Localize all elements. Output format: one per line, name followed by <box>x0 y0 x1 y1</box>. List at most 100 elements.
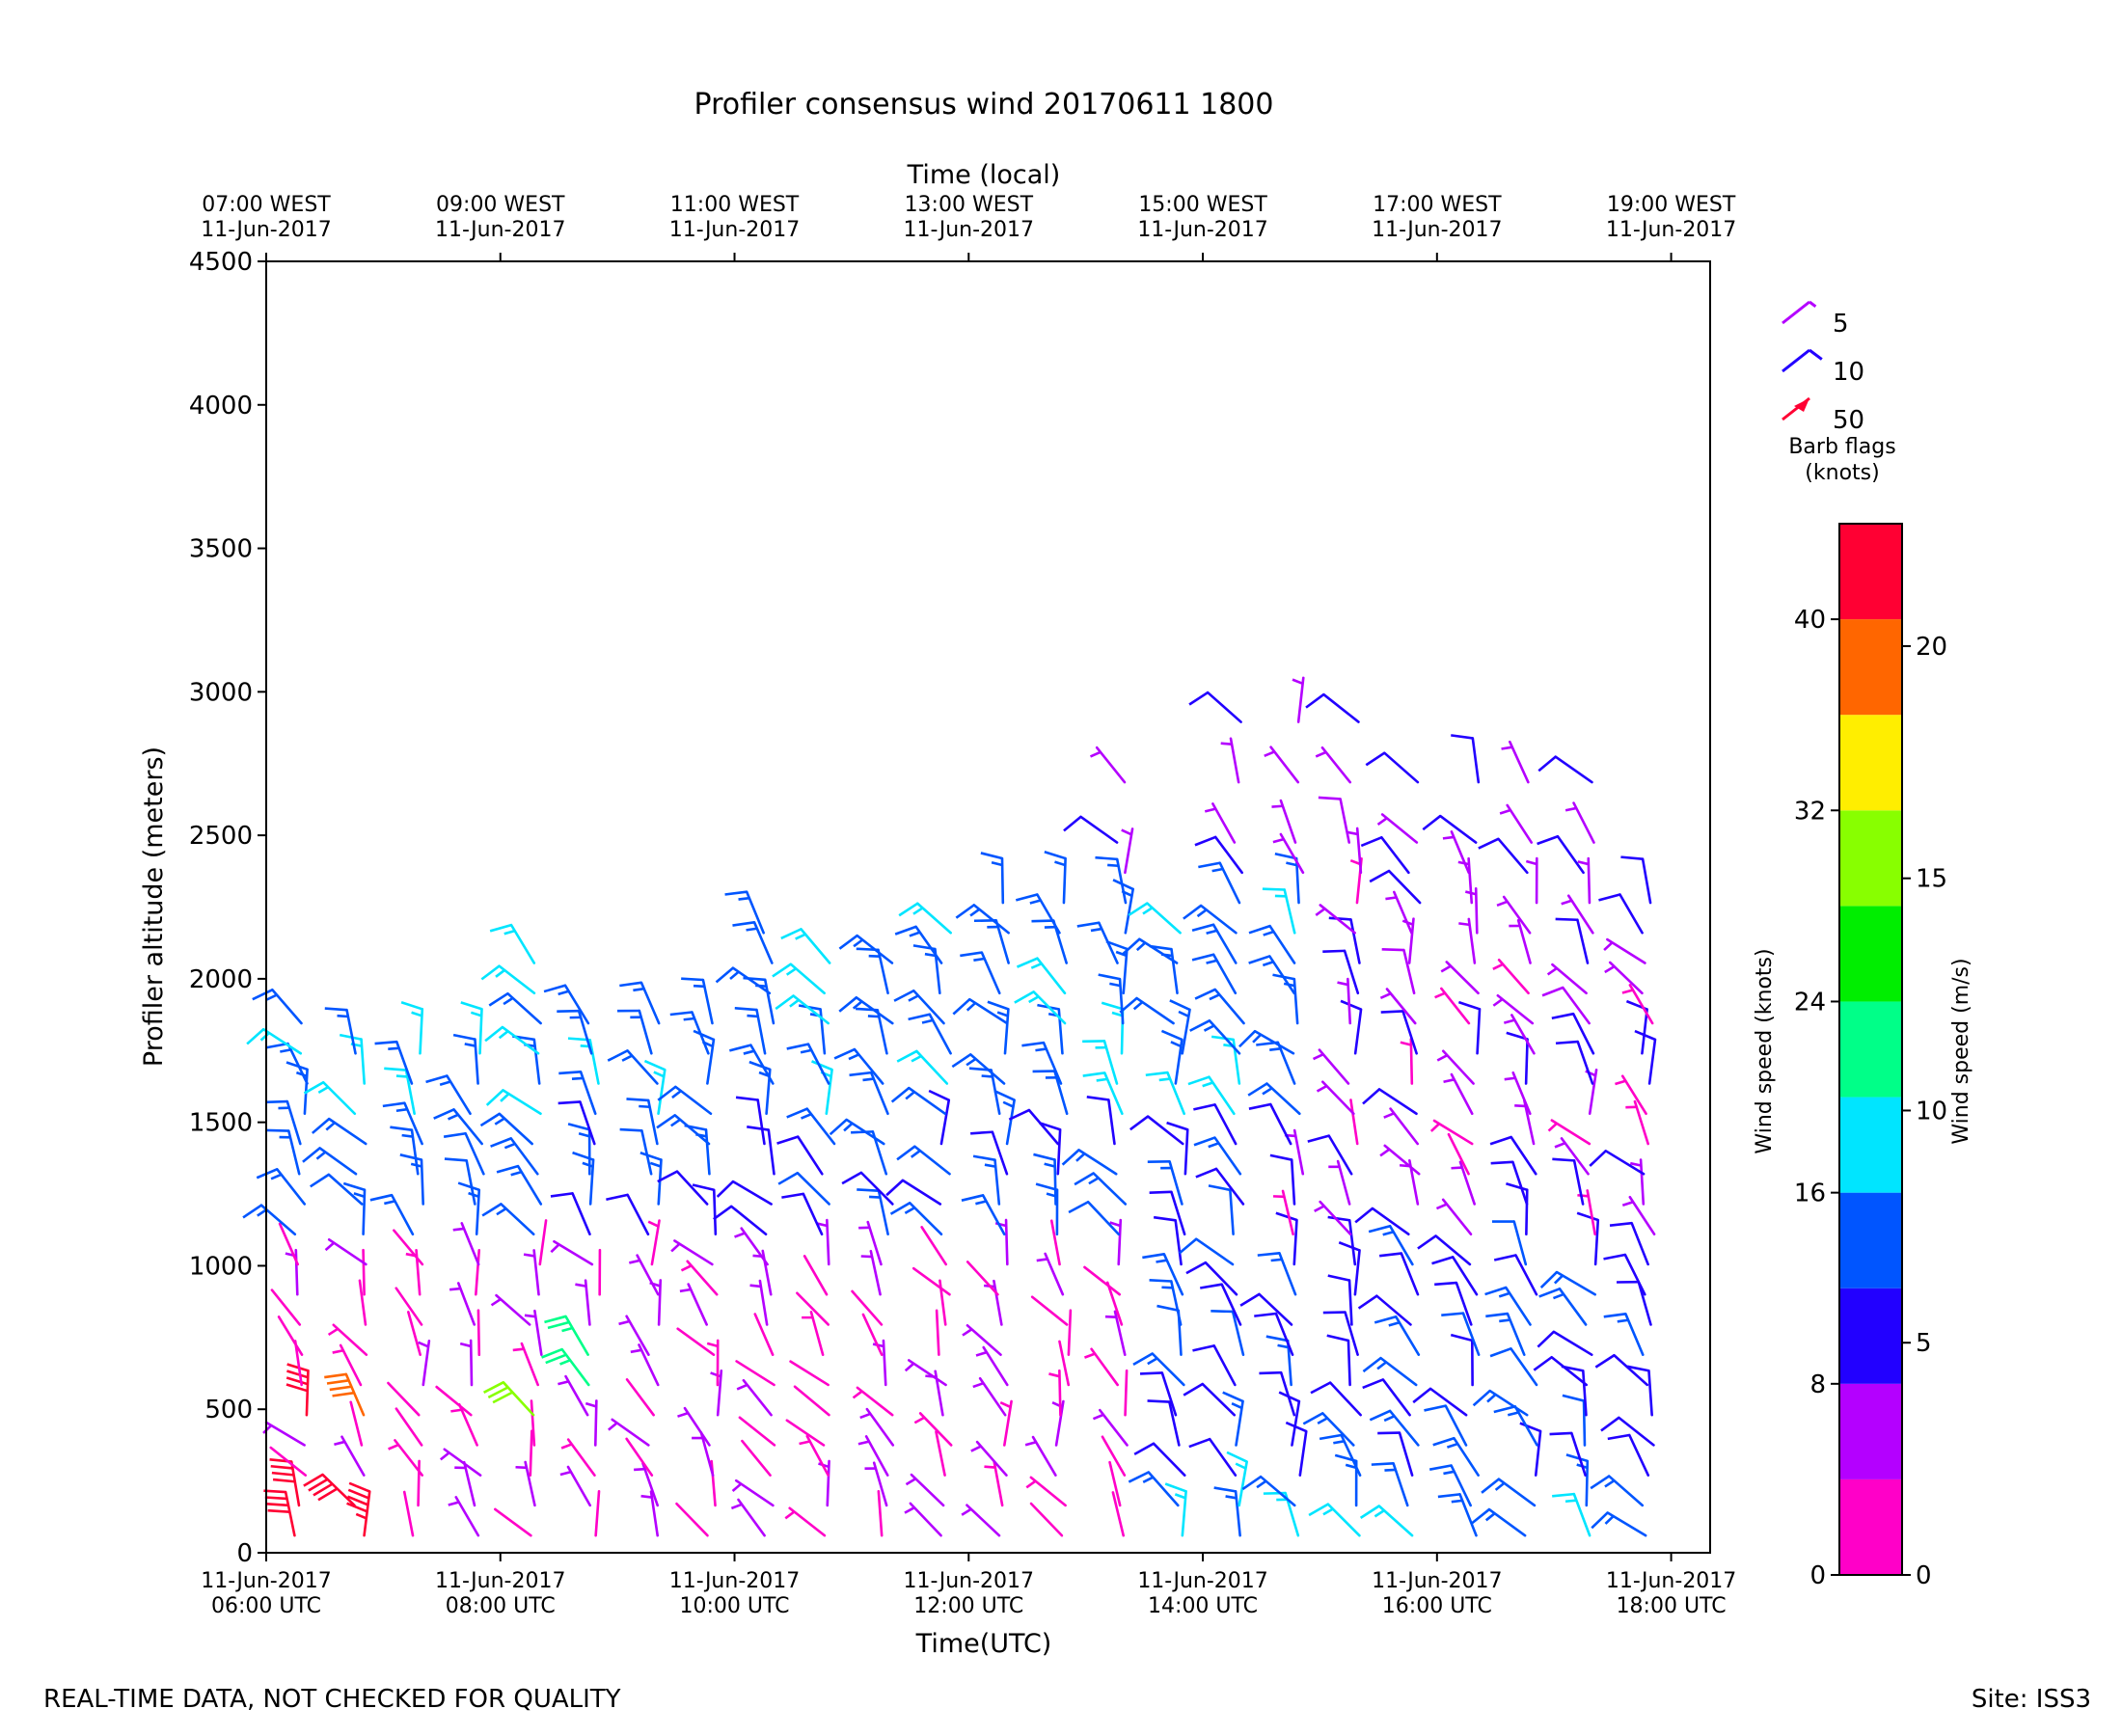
wind-barb-tick <box>1620 855 1644 861</box>
wind-barb-half-tick <box>1494 1481 1506 1491</box>
wind-barb-tick <box>681 977 704 982</box>
wind-barb-half-tick <box>1383 1415 1396 1423</box>
wind-barb <box>1513 1405 1538 1447</box>
wind-barb-half-tick <box>1577 1193 1589 1198</box>
wind-barb <box>928 1013 952 1055</box>
wind-barb-tick <box>332 1391 355 1397</box>
wind-barb <box>571 1192 591 1236</box>
wind-barb <box>1353 1249 1361 1296</box>
wind-barb <box>1258 1292 1293 1326</box>
wind-barb <box>712 1188 718 1236</box>
wind-barb-tick <box>1194 988 1216 1000</box>
wind-barb <box>939 1099 951 1146</box>
wind-barb-half-tick <box>710 1371 721 1378</box>
wind-barb <box>321 1473 356 1507</box>
wind-barb <box>1213 988 1245 1025</box>
wind-barb <box>500 1203 535 1236</box>
wind-barb-tick <box>1307 1134 1330 1143</box>
wind-barb-half-tick <box>1235 1462 1247 1470</box>
wind-barb-half-tick <box>558 990 569 996</box>
wind-barb <box>1004 1218 1009 1266</box>
wind-barb <box>793 1385 830 1417</box>
wind-barb-half-tick <box>801 1113 812 1120</box>
wind-barb <box>1388 1409 1420 1447</box>
wind-barb <box>1380 813 1419 844</box>
wind-barb <box>735 1360 775 1387</box>
wind-barb-half-tick <box>1345 1463 1357 1470</box>
wind-barb-half-tick <box>1484 1512 1496 1522</box>
wind-barb-tick <box>735 1096 758 1101</box>
wind-barb <box>641 1462 660 1507</box>
y-tick-label: 4500 <box>189 248 253 277</box>
wind-barb <box>1380 836 1410 875</box>
wind-barb-half-tick <box>464 1043 476 1047</box>
wind-barb <box>1441 1049 1475 1085</box>
wind-barb-half-tick <box>970 1445 982 1452</box>
wind-barb-half-tick <box>904 1362 915 1372</box>
wind-barb-half-tick <box>799 1440 810 1446</box>
wind-barb-tick <box>775 994 795 1011</box>
wind-barb-tick <box>348 1481 370 1493</box>
wind-barb-tick <box>1076 921 1100 928</box>
wind-barb <box>529 1429 533 1477</box>
wind-barb <box>1347 977 1352 1025</box>
wind-barb-tick <box>263 1489 286 1494</box>
wind-barb <box>1434 1234 1472 1266</box>
wind-barb <box>1296 676 1305 723</box>
wind-barb-tick <box>1129 1115 1149 1131</box>
wind-barb-half-tick <box>1486 1393 1497 1403</box>
x-tick-label-time: 10:00 UTC <box>680 1594 790 1618</box>
wind-barb-half-tick <box>962 1328 973 1337</box>
wind-barb <box>1056 1127 1062 1176</box>
wind-barb <box>706 1038 716 1085</box>
wind-barb <box>1238 1460 1248 1507</box>
wind-barb <box>1375 1294 1412 1326</box>
wind-barb <box>394 1407 423 1447</box>
wind-barb <box>564 1374 589 1417</box>
wind-barb <box>1349 1099 1359 1146</box>
wind-barb <box>1117 1218 1123 1266</box>
wind-barb <box>734 1478 775 1507</box>
wind-barb <box>584 1279 591 1326</box>
wind-barb <box>1353 1008 1363 1055</box>
site-label: Site: ISS3 <box>1972 1685 2091 1714</box>
wind-barb <box>349 1400 364 1447</box>
wind-barb-half-tick <box>1256 1479 1267 1489</box>
wind-barb <box>1151 1352 1185 1387</box>
wind-barb <box>1647 1369 1653 1417</box>
wind-barb-half-tick <box>1492 963 1504 970</box>
wind-barb-tick <box>1381 947 1404 952</box>
wind-barb <box>796 1135 824 1176</box>
wind-barb <box>752 921 774 964</box>
wind-barb <box>1637 1280 1652 1326</box>
wind-barb-half-tick <box>448 1113 459 1121</box>
wind-barb-half-tick <box>653 1071 665 1078</box>
wind-barb-tick <box>544 1315 566 1324</box>
wind-barb-half-tick <box>1317 1417 1328 1425</box>
wind-barb-tick <box>1122 937 1141 955</box>
wind-barb <box>1032 990 1067 1025</box>
wind-barb-half-tick <box>315 1151 327 1160</box>
wind-barb <box>1152 1442 1186 1477</box>
legend-barb-flag <box>1794 398 1809 412</box>
wind-barb-tick <box>1552 1492 1574 1498</box>
wind-barb-half-tick <box>1435 1203 1448 1210</box>
wind-barb-half-tick <box>1178 1010 1189 1017</box>
wind-barb-tick <box>1185 1261 1207 1275</box>
y-tick-label: 3000 <box>189 678 253 707</box>
wind-barb-half-tick <box>388 1046 399 1051</box>
wind-barb-half-tick <box>494 1117 505 1126</box>
wind-barb <box>935 1430 946 1477</box>
wind-barb-half-tick <box>852 1000 863 1010</box>
wind-barb <box>972 904 1010 935</box>
wind-barb-tick <box>1478 837 1499 850</box>
wind-barb <box>293 1340 303 1387</box>
wind-barb <box>1174 1219 1183 1266</box>
wind-barb-half-tick <box>1316 1084 1328 1093</box>
wind-barb-half-tick <box>1564 806 1577 812</box>
wind-barb <box>395 1040 414 1085</box>
wind-barb <box>975 1440 1008 1477</box>
wind-barb-half-tick <box>1083 1352 1096 1359</box>
wind-barb <box>402 1490 415 1537</box>
wind-barb-half-tick <box>639 1104 650 1109</box>
